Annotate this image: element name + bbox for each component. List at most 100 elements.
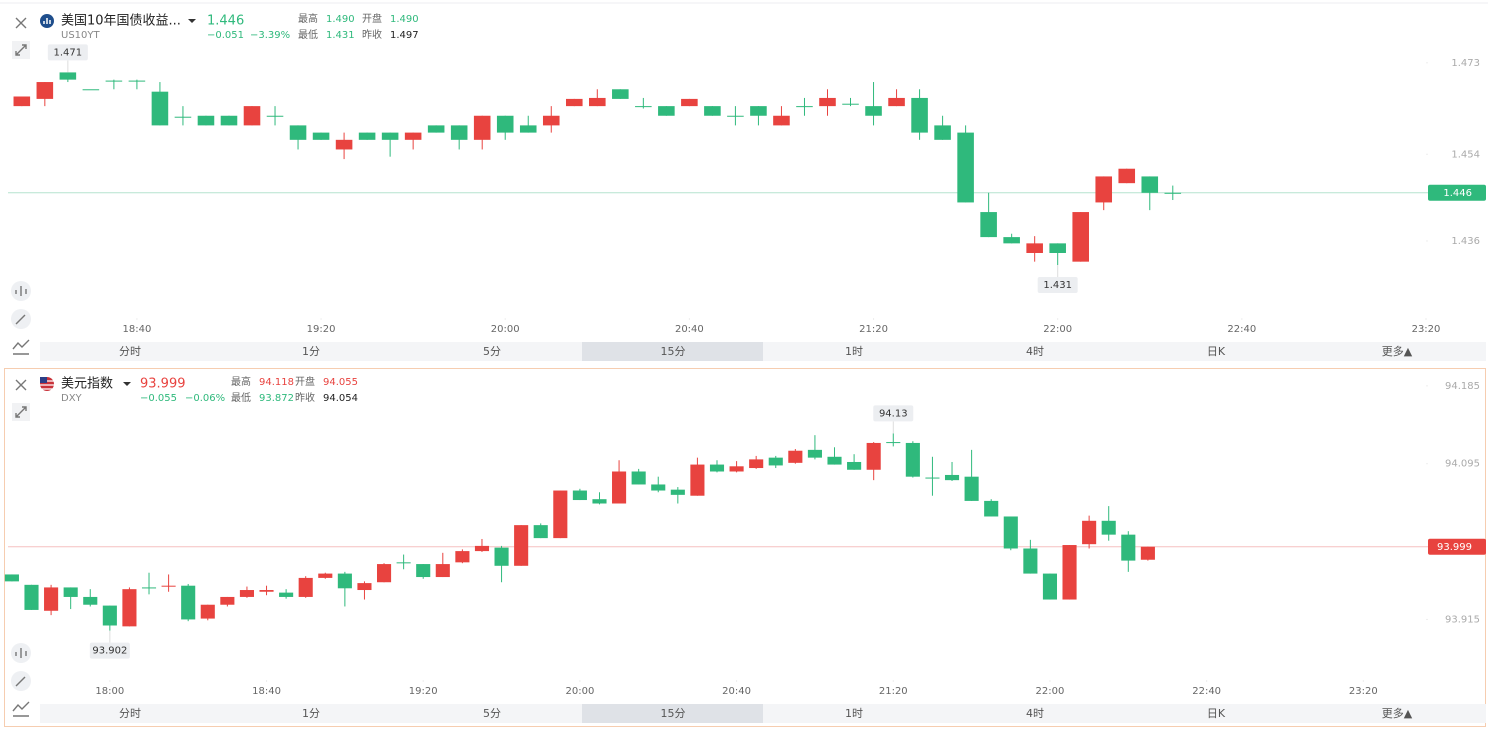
candle xyxy=(220,596,235,607)
candle xyxy=(416,564,431,579)
close-icon[interactable] xyxy=(15,17,27,29)
tab[interactable]: 4时 xyxy=(1026,345,1044,358)
candle-body xyxy=(612,89,629,99)
candle-body xyxy=(416,564,431,578)
candle xyxy=(427,125,445,133)
candle-body xyxy=(749,459,764,469)
candle xyxy=(13,96,31,107)
stat-label: 昨收 xyxy=(362,28,382,41)
last-price-label: 1.446 xyxy=(1443,188,1472,199)
candle xyxy=(161,574,176,592)
candle xyxy=(1140,546,1155,561)
candle-body xyxy=(1042,573,1058,600)
candle xyxy=(865,82,882,126)
candle xyxy=(141,572,157,595)
candle-body xyxy=(729,466,744,472)
candle-body xyxy=(435,564,450,578)
candle-body xyxy=(1164,192,1182,194)
candle xyxy=(1003,233,1020,244)
x-tick-label: 22:00 xyxy=(1043,324,1072,335)
candle-body xyxy=(141,587,157,589)
last-price-box xyxy=(1428,184,1486,201)
candle-body xyxy=(944,474,960,481)
candle xyxy=(318,572,333,579)
candle xyxy=(122,587,137,627)
candle-body xyxy=(553,490,568,539)
stat-value: 1.490 xyxy=(390,14,419,25)
tab[interactable]: 15分 xyxy=(661,707,686,720)
candle xyxy=(612,89,629,99)
tab[interactable]: 更多▲ xyxy=(1382,706,1413,720)
marker-box xyxy=(47,44,88,61)
x-tick-label: 22:40 xyxy=(1227,324,1256,335)
candle-body xyxy=(651,484,666,491)
x-tick-label: 23:20 xyxy=(1349,686,1378,697)
candle-body xyxy=(565,98,583,107)
candle-body xyxy=(1072,212,1089,262)
candle-body xyxy=(376,564,392,583)
candle-body xyxy=(128,80,146,82)
candle-body xyxy=(690,464,705,496)
tab[interactable]: 日K xyxy=(1207,707,1226,720)
candle-body xyxy=(450,125,468,140)
candle xyxy=(957,125,974,203)
candle xyxy=(964,449,979,501)
tab[interactable]: 5分 xyxy=(483,707,501,720)
candle xyxy=(279,589,294,599)
candle xyxy=(174,106,192,126)
compare-icon[interactable] xyxy=(12,701,30,717)
candle-body xyxy=(358,132,376,140)
tab[interactable]: 分时 xyxy=(119,345,141,358)
symbol-name: 美元指数 xyxy=(61,377,113,392)
candle-body xyxy=(631,471,646,485)
x-tick-label: 20:40 xyxy=(675,324,704,335)
dropdown-arrow[interactable] xyxy=(188,19,196,23)
candle xyxy=(842,97,859,107)
x-tick-label: 20:00 xyxy=(491,324,520,335)
candle-body xyxy=(289,125,307,140)
candle-body xyxy=(1095,176,1113,203)
x-tick-label: 20:00 xyxy=(565,686,594,697)
tab[interactable]: 1时 xyxy=(845,345,863,358)
stat-value: 1.497 xyxy=(390,30,419,41)
candle-body xyxy=(704,106,721,116)
tab[interactable]: 1时 xyxy=(845,707,863,720)
candle-body xyxy=(105,80,123,82)
tab[interactable]: 1分 xyxy=(302,345,320,358)
tab[interactable]: 分时 xyxy=(119,707,141,720)
candle xyxy=(358,132,376,140)
tab[interactable]: 1分 xyxy=(302,707,320,720)
candle xyxy=(519,115,537,133)
tab[interactable]: 5分 xyxy=(483,345,501,358)
candle-body xyxy=(1003,516,1018,549)
price: 93.999 xyxy=(140,377,186,392)
candle-body xyxy=(381,132,399,140)
close-icon[interactable] xyxy=(15,379,27,391)
tab[interactable]: 日K xyxy=(1207,345,1226,358)
compare-icon[interactable] xyxy=(12,339,30,355)
candle xyxy=(727,106,744,126)
candle xyxy=(197,115,215,126)
tab[interactable]: 更多▲ xyxy=(1382,344,1413,358)
change-pct: −0.06% xyxy=(185,393,225,404)
candle-body xyxy=(519,125,537,133)
candle-body xyxy=(4,574,19,582)
candle xyxy=(474,538,490,552)
candle xyxy=(886,433,901,447)
candle-body xyxy=(318,573,333,578)
change: −0.051 xyxy=(207,30,244,41)
candle-body xyxy=(174,116,192,118)
candle-body xyxy=(847,461,862,470)
candle xyxy=(450,125,468,150)
tab[interactable]: 15分 xyxy=(661,345,686,358)
candle-body xyxy=(533,525,548,539)
candle-body xyxy=(243,106,261,126)
stat-label: 昨收 xyxy=(295,391,315,404)
tab[interactable]: 4时 xyxy=(1026,707,1044,720)
price: 1.446 xyxy=(207,14,244,29)
dropdown-arrow[interactable] xyxy=(123,382,131,386)
candle xyxy=(847,454,862,470)
candle-body xyxy=(925,477,940,479)
candle-body xyxy=(220,596,235,605)
